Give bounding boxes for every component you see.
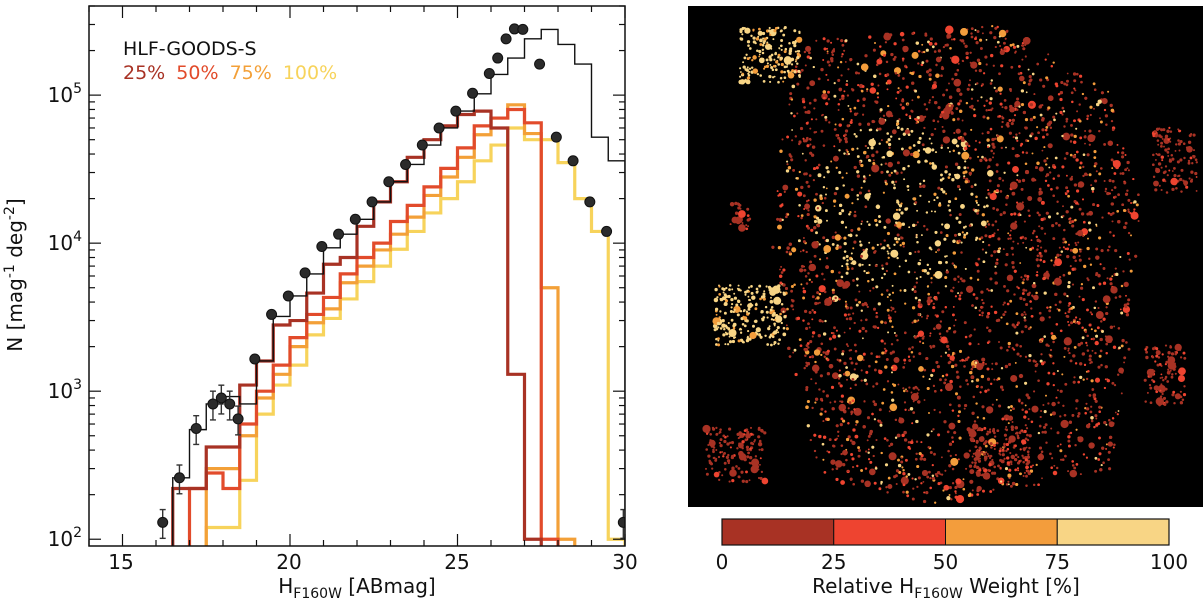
data-point xyxy=(492,52,504,64)
colorbar-tick-label: 50 xyxy=(933,550,958,574)
legend-entry-100: 100% xyxy=(283,62,337,84)
data-point xyxy=(584,196,596,208)
data-point xyxy=(173,464,185,495)
data-point xyxy=(534,58,546,70)
data-point xyxy=(508,23,520,35)
y-tick-label-1e4: 104 xyxy=(48,229,82,255)
data-point xyxy=(450,105,462,117)
data-point xyxy=(517,23,529,35)
legend-entry-25: 25% xyxy=(123,62,165,84)
histogram-grid xyxy=(157,23,625,546)
data-point xyxy=(215,384,227,415)
data-point xyxy=(483,67,495,79)
data-point xyxy=(383,176,395,188)
axis-ticks xyxy=(88,5,626,546)
colorbar-bin xyxy=(1056,518,1170,546)
colorbar xyxy=(721,518,1170,546)
x-tick-label-15: 15 xyxy=(108,550,133,574)
legend-entry-50: 50% xyxy=(176,62,218,84)
weight-map-panel: 0 25 50 75 100 Relative HF160W Weight [%] xyxy=(688,6,1203,602)
data-point xyxy=(282,290,294,302)
series-25pct xyxy=(171,109,543,546)
data-point xyxy=(266,308,278,320)
data-point xyxy=(232,405,244,436)
legend-entry-75: 75% xyxy=(230,62,272,84)
colorbar-label: Relative HF160W Weight [%] xyxy=(812,574,1080,602)
y-tick-label-1e2: 102 xyxy=(48,525,82,551)
series-total xyxy=(172,28,625,546)
data-point xyxy=(366,196,378,208)
x-tick-labels: 15 20 25 30 xyxy=(108,550,637,574)
data-point xyxy=(224,390,236,421)
series-100pct xyxy=(204,126,625,546)
data-point xyxy=(349,213,361,225)
legend-entries: 25% 50% 75% 100% xyxy=(123,62,337,84)
y-tick-label-1e5: 105 xyxy=(48,81,82,107)
data-point xyxy=(416,139,428,151)
data-point xyxy=(467,87,479,99)
legend: HLF-GOODS-S 25% 50% 75% 100% xyxy=(123,38,337,84)
y-tick-label-1e3: 103 xyxy=(48,377,82,403)
colorbar-bin xyxy=(833,518,946,546)
x-tick-label-20: 20 xyxy=(276,550,301,574)
data-point xyxy=(299,267,311,279)
y-tick-labels: 102 103 104 105 xyxy=(48,81,82,551)
legend-title: HLF-GOODS-S xyxy=(123,38,257,60)
data-point xyxy=(190,414,202,446)
x-axis-label-subscript: F160W xyxy=(293,586,342,602)
x-tick-label-25: 25 xyxy=(444,550,469,574)
colorbar-tick-label: 0 xyxy=(716,550,729,574)
series-50pct xyxy=(187,107,560,546)
data-point xyxy=(316,240,328,252)
x-axis-label: HF160W [ABmag] xyxy=(278,574,435,602)
weight-map-image xyxy=(702,24,1198,504)
data-point xyxy=(400,158,412,170)
colorbar-tick-label: 100 xyxy=(1150,550,1188,574)
data-point xyxy=(249,353,261,365)
x-tick-label-30: 30 xyxy=(612,550,637,574)
data-point xyxy=(157,508,169,540)
data-point xyxy=(333,228,345,240)
y-axis-label: N [mag-1 deg-2] xyxy=(2,198,27,351)
colorbar-bin xyxy=(721,518,835,546)
data-point xyxy=(567,155,579,167)
series-75pct xyxy=(204,103,577,546)
colorbar-tick-label: 25 xyxy=(821,550,846,574)
data-point xyxy=(550,131,562,143)
colorbar-bin xyxy=(945,518,1058,546)
data-point xyxy=(617,508,625,540)
data-point xyxy=(207,390,219,421)
colorbar-tick-label: 75 xyxy=(1045,550,1070,574)
data-point xyxy=(601,225,613,237)
data-point xyxy=(433,122,445,134)
data-point xyxy=(500,33,512,45)
colorbar-tick-labels: 0 25 50 75 100 xyxy=(716,550,1188,574)
